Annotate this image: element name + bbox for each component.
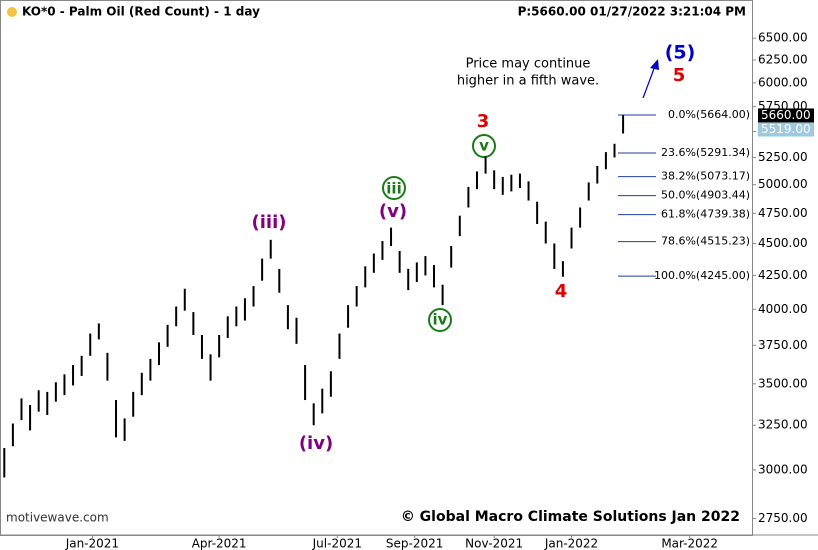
chart-title: KO*0 - Palm Oil (Red Count) - 1 day xyxy=(22,5,260,19)
wave-label: (iv) xyxy=(299,433,333,454)
wave-label: 5 xyxy=(673,65,686,86)
wave-label: 3 xyxy=(477,111,490,132)
y-tick-label: 6000.00 xyxy=(758,75,808,89)
y-tick-label: 2750.00 xyxy=(758,511,808,525)
x-tick-label: Jan-2022 xyxy=(544,537,598,550)
fib-label: 0.0%(5664.00) xyxy=(668,108,750,121)
x-tick-label: Nov-2021 xyxy=(465,537,523,550)
y-tick-label: 4750.00 xyxy=(758,206,808,220)
arrow xyxy=(642,65,656,99)
symbol-dot xyxy=(7,7,17,17)
wave-circle xyxy=(428,308,452,332)
wave-circle xyxy=(472,134,496,158)
x-tick-label: Apr-2021 xyxy=(192,537,247,550)
note: Price may continue xyxy=(466,57,591,72)
x-tick-label: Jan-2021 xyxy=(65,537,119,550)
plot-frame xyxy=(0,0,753,536)
watermark: motivewave.com xyxy=(6,511,109,525)
wave-label: (v) xyxy=(379,201,407,222)
y-tick-label: 3000.00 xyxy=(758,462,808,476)
fib-label: 78.6%(4515.23) xyxy=(661,235,750,248)
y-tick-label: 6500.00 xyxy=(758,31,808,45)
price-marker xyxy=(758,108,814,123)
y-tick-label: 4000.00 xyxy=(758,302,808,316)
note: higher in a fifth wave. xyxy=(457,74,599,89)
wave-label: (5) xyxy=(665,42,696,64)
wave-label: (iii) xyxy=(252,212,287,233)
fib-label: 50.0%(4903.44) xyxy=(661,189,750,202)
y-tick-label: 4250.00 xyxy=(758,268,808,282)
y-tick-label: 3500.00 xyxy=(758,376,808,390)
fib-label: 23.6%(5291.34) xyxy=(661,146,750,159)
arrow-head xyxy=(650,59,659,70)
x-tick-label: Mar-2022 xyxy=(661,537,718,550)
price-time: P:5660.00 01/27/2022 3:21:04 PM xyxy=(518,5,746,19)
y-tick-label: 4500.00 xyxy=(758,236,808,250)
wave-label: iii xyxy=(386,180,401,198)
price-marker-label: 5660.00 xyxy=(761,108,811,122)
wave-label: v xyxy=(479,137,489,155)
price-marker-label: 5519.00 xyxy=(761,122,811,136)
fib-label: 38.2%(5073.17) xyxy=(661,170,750,183)
x-tick-label: Jul-2021 xyxy=(312,537,362,550)
y-tick-label: 6250.00 xyxy=(758,53,808,67)
y-tick-label: 3750.00 xyxy=(758,338,808,352)
wave-label: 4 xyxy=(555,281,568,302)
copyright: © Global Macro Climate Solutions Jan 202… xyxy=(401,509,740,525)
y-tick-label: 3250.00 xyxy=(758,418,808,432)
x-tick-label: Sep-2021 xyxy=(386,537,444,550)
fib-label: 61.8%(4739.38) xyxy=(661,208,750,221)
y-tick-label: 5250.00 xyxy=(758,150,808,164)
y-tick-label: 5000.00 xyxy=(758,177,808,191)
fib-label: 100.0%(4245.00) xyxy=(654,269,750,282)
price-marker xyxy=(758,122,814,137)
wave-circle xyxy=(382,176,406,200)
wave-label: iv xyxy=(433,311,448,329)
